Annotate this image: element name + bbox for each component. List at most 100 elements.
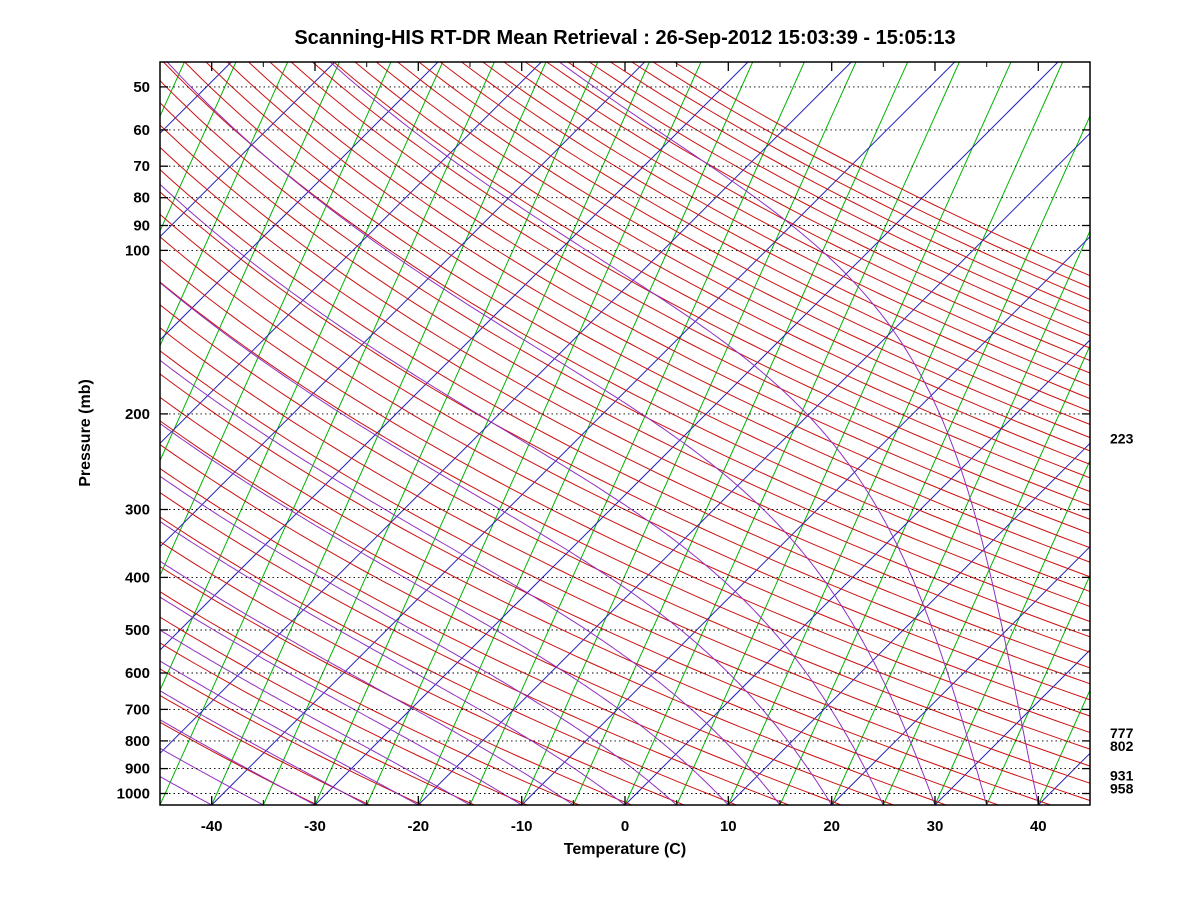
x-tick-label: -20 bbox=[407, 818, 429, 835]
dry-adiabat-line bbox=[354, 62, 1090, 465]
mixing-ratio-line bbox=[572, 62, 909, 805]
moist-adiabat-line bbox=[160, 282, 833, 805]
dry-adiabat-line bbox=[375, 62, 1090, 452]
moist-adiabat-line bbox=[160, 776, 212, 805]
mixing-ratio-line bbox=[934, 459, 1090, 805]
moist-adiabat-line bbox=[160, 183, 884, 805]
isotherm-line bbox=[160, 62, 439, 341]
mixing-ratio-line bbox=[160, 62, 392, 577]
isotherm-line bbox=[160, 62, 646, 548]
mixing-ratio-line bbox=[831, 229, 1090, 805]
dry-adiabat-line bbox=[610, 62, 1090, 312]
y-tick-label: 90 bbox=[133, 218, 150, 235]
isotherm-line bbox=[624, 339, 1090, 805]
dry-adiabat-line bbox=[160, 168, 1090, 669]
dry-adiabat-line bbox=[248, 62, 1090, 535]
y-tick-label: 50 bbox=[133, 79, 150, 96]
dry-adiabat-line bbox=[503, 62, 1090, 374]
moist-adiabat-line bbox=[0, 62, 57, 805]
moist-adiabat-line bbox=[559, 62, 1039, 805]
dry-adiabat-line bbox=[482, 62, 1090, 387]
y-tick-label: 70 bbox=[133, 158, 150, 175]
dry-adiabat-line bbox=[160, 516, 737, 805]
dry-adiabat-line bbox=[160, 443, 894, 805]
y-tick-label: 800 bbox=[125, 733, 150, 750]
isotherm-line bbox=[160, 62, 232, 135]
y-tick-label: 300 bbox=[125, 502, 150, 519]
isotherm-line bbox=[160, 62, 852, 755]
dry-adiabat-line bbox=[312, 62, 1090, 493]
isotherm-line bbox=[521, 235, 1090, 805]
mixing-ratio-line bbox=[314, 62, 650, 805]
mixing-ratio-line bbox=[160, 62, 289, 347]
mixing-ratio-line bbox=[0, 62, 133, 805]
dry-adiabat-line bbox=[226, 62, 1090, 549]
moist-adiabat-line bbox=[160, 520, 626, 805]
dry-adiabat-line bbox=[160, 146, 1090, 653]
dry-adiabat-line bbox=[160, 350, 1090, 802]
dry-adiabat-line bbox=[160, 616, 528, 805]
isotherm-line bbox=[211, 62, 956, 805]
isotherm-line bbox=[160, 62, 542, 445]
dry-adiabat-line bbox=[160, 373, 1051, 805]
y-tick-label: 80 bbox=[133, 190, 150, 207]
mixing-ratio-line bbox=[160, 62, 340, 462]
moist-adiabat-line bbox=[160, 660, 419, 805]
y-tick-label: 200 bbox=[125, 406, 150, 423]
dry-adiabat-line bbox=[160, 541, 685, 805]
pressure-gridlines bbox=[160, 86, 1090, 794]
x-tick-label: -40 bbox=[201, 818, 223, 835]
moist-adiabat-line bbox=[160, 747, 264, 805]
dry-adiabat-line bbox=[567, 62, 1090, 337]
side-pressure-label: 931 bbox=[1110, 768, 1134, 784]
dry-adiabat-line bbox=[160, 79, 1090, 608]
isotherm-line bbox=[0, 62, 128, 805]
moist-adiabat-line bbox=[160, 690, 367, 805]
x-tick-label: 30 bbox=[927, 818, 944, 835]
dry-adiabat-line bbox=[160, 492, 789, 805]
dry-adiabat-line bbox=[418, 62, 1090, 426]
dry-adiabat-line bbox=[160, 102, 1090, 623]
x-tick-label: -10 bbox=[511, 818, 533, 835]
dry-adiabat-line bbox=[461, 62, 1090, 400]
dry-adiabat-line bbox=[160, 694, 370, 805]
side-pressure-label: 958 bbox=[1110, 781, 1134, 797]
dry-adiabat-line bbox=[163, 62, 1090, 593]
dry-adiabat-line bbox=[525, 62, 1090, 362]
dry-adiabat-line bbox=[333, 62, 1090, 479]
chart-title: Scanning-HIS RT-DR Mean Retrieval : 26-S… bbox=[294, 27, 955, 49]
dry-adiabat-line bbox=[160, 467, 842, 805]
isotherm-line bbox=[831, 545, 1090, 805]
dry-adiabat-line bbox=[205, 62, 1090, 563]
dry-adiabat-line bbox=[160, 213, 1090, 701]
moist-adiabat-line bbox=[160, 719, 316, 805]
dry-adiabat-line bbox=[160, 281, 1090, 750]
dry-adiabat-line bbox=[160, 191, 1090, 685]
dry-adiabat-line bbox=[588, 62, 1090, 325]
side-pressure-label: 223 bbox=[1110, 431, 1134, 447]
isotherm-line bbox=[160, 62, 749, 651]
y-tick-label: 900 bbox=[125, 761, 150, 778]
y-tick-label: 400 bbox=[125, 569, 150, 586]
mixing-ratio-line bbox=[676, 62, 1012, 805]
moist-adiabat-line bbox=[160, 596, 522, 805]
y-axis-label: Pressure (mb) bbox=[77, 379, 94, 487]
mixing-ratio-line bbox=[521, 62, 857, 805]
dry-adiabat-line bbox=[674, 62, 1090, 277]
dry-adiabat-line bbox=[184, 62, 1090, 578]
mixing-ratio-line bbox=[1089, 803, 1090, 805]
dry-adiabat-line bbox=[160, 304, 1090, 767]
dry-adiabat-line bbox=[439, 62, 1090, 412]
mixing-ratio-line bbox=[262, 62, 599, 805]
x-tick-label: -30 bbox=[304, 818, 326, 835]
mixing-ratio-line bbox=[624, 62, 960, 805]
axis-ticks-and-labels: 5060708090100200300400500600700800900100… bbox=[117, 62, 1091, 835]
mixing-ratio-line bbox=[469, 62, 805, 805]
dry-adiabat-line bbox=[160, 236, 1090, 717]
dry-adiabat-line bbox=[160, 668, 423, 805]
y-tick-label: 1000 bbox=[117, 786, 150, 803]
mixing-ratio-line bbox=[160, 62, 495, 805]
y-tick-label: 60 bbox=[133, 122, 150, 139]
isotherm-line bbox=[314, 62, 1059, 805]
